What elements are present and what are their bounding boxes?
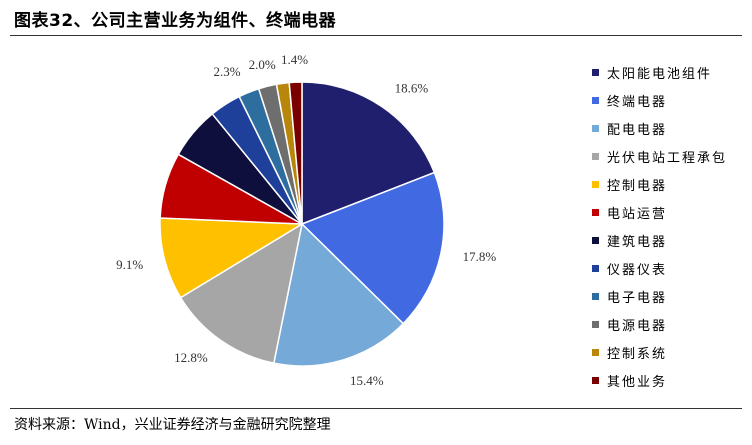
- legend-swatch-11: [592, 348, 599, 356]
- legend-label-12: 其他业务: [607, 374, 668, 390]
- legend-swatch-1: [592, 68, 599, 76]
- data-label-3: 15.4%: [350, 373, 384, 388]
- legend-item-6: 电站运营: [592, 198, 742, 226]
- legend-swatch-8: [592, 264, 599, 272]
- legend-item-7: 建筑电器: [592, 226, 742, 254]
- legend-item-3: 配电电器: [592, 114, 742, 142]
- legend-label-9: 电子电器: [607, 290, 668, 306]
- legend-item-4: 光伏电站工程承包: [592, 142, 742, 170]
- legend-item-1: 太阳能电池组件: [592, 58, 742, 86]
- legend-item-12: 其他业务: [592, 366, 742, 394]
- data-label-5: 9.1%: [116, 257, 143, 272]
- legend-label-10: 电源电器: [607, 318, 668, 334]
- data-label-12: 1.4%: [281, 52, 308, 67]
- pie-slice-3: [272, 222, 405, 367]
- data-label-9: 2.3%: [213, 64, 240, 79]
- legend-label-7: 建筑电器: [607, 234, 668, 250]
- legend-item-11: 控制系统: [592, 338, 742, 366]
- legend-label-3: 配电电器: [607, 122, 668, 138]
- legend-swatch-9: [592, 292, 599, 300]
- pie-slice-5: [159, 217, 305, 299]
- legend-swatch-12: [592, 376, 599, 384]
- source-note: 资料来源：Wind，兴业证券经济与金融研究院整理: [14, 417, 331, 433]
- legend-label-4: 光伏电站工程承包: [607, 150, 728, 166]
- legend-label-8: 仪器仪表: [607, 262, 668, 278]
- pie-slice-4: [179, 222, 304, 365]
- data-label-2: 17.8%: [463, 249, 497, 264]
- figure-title: 图表32、公司主营业务为组件、终端电器: [14, 11, 337, 31]
- legend-label-1: 太阳能电池组件: [607, 66, 713, 82]
- legend-item-2: 终端电器: [592, 86, 742, 114]
- legend-swatch-7: [592, 236, 599, 244]
- data-label-4: 12.8%: [174, 350, 208, 365]
- legend-item-5: 控制电器: [592, 170, 742, 198]
- legend-item-10: 电源电器: [592, 310, 742, 338]
- pie-slice-1: [301, 81, 436, 226]
- legend-item-8: 仪器仪表: [592, 254, 742, 282]
- legend-label-11: 控制系统: [607, 346, 668, 362]
- legend-swatch-5: [592, 180, 599, 188]
- data-label-10: 2.0%: [249, 57, 276, 72]
- legend-label-5: 控制电器: [607, 178, 668, 194]
- legend-swatch-4: [592, 152, 599, 160]
- legend-swatch-3: [592, 124, 599, 132]
- title-divider: [10, 35, 742, 36]
- legend-label-6: 电站运营: [607, 206, 668, 222]
- legend-swatch-6: [592, 208, 599, 216]
- pie-slice-2: [300, 171, 445, 325]
- data-label-1: 18.6%: [395, 81, 429, 96]
- legend-item-9: 电子电器: [592, 282, 742, 310]
- source-divider: [10, 408, 742, 409]
- pie-slice-12: [288, 81, 303, 225]
- legend-swatch-2: [592, 96, 599, 104]
- legend-label-2: 终端电器: [607, 94, 668, 110]
- chart-legend: 太阳能电池组件 终端电器配电电器光伏电站工程承包 控制电器电站运营建筑电器仪器仪表电…: [592, 58, 742, 394]
- legend-swatch-10: [592, 320, 599, 328]
